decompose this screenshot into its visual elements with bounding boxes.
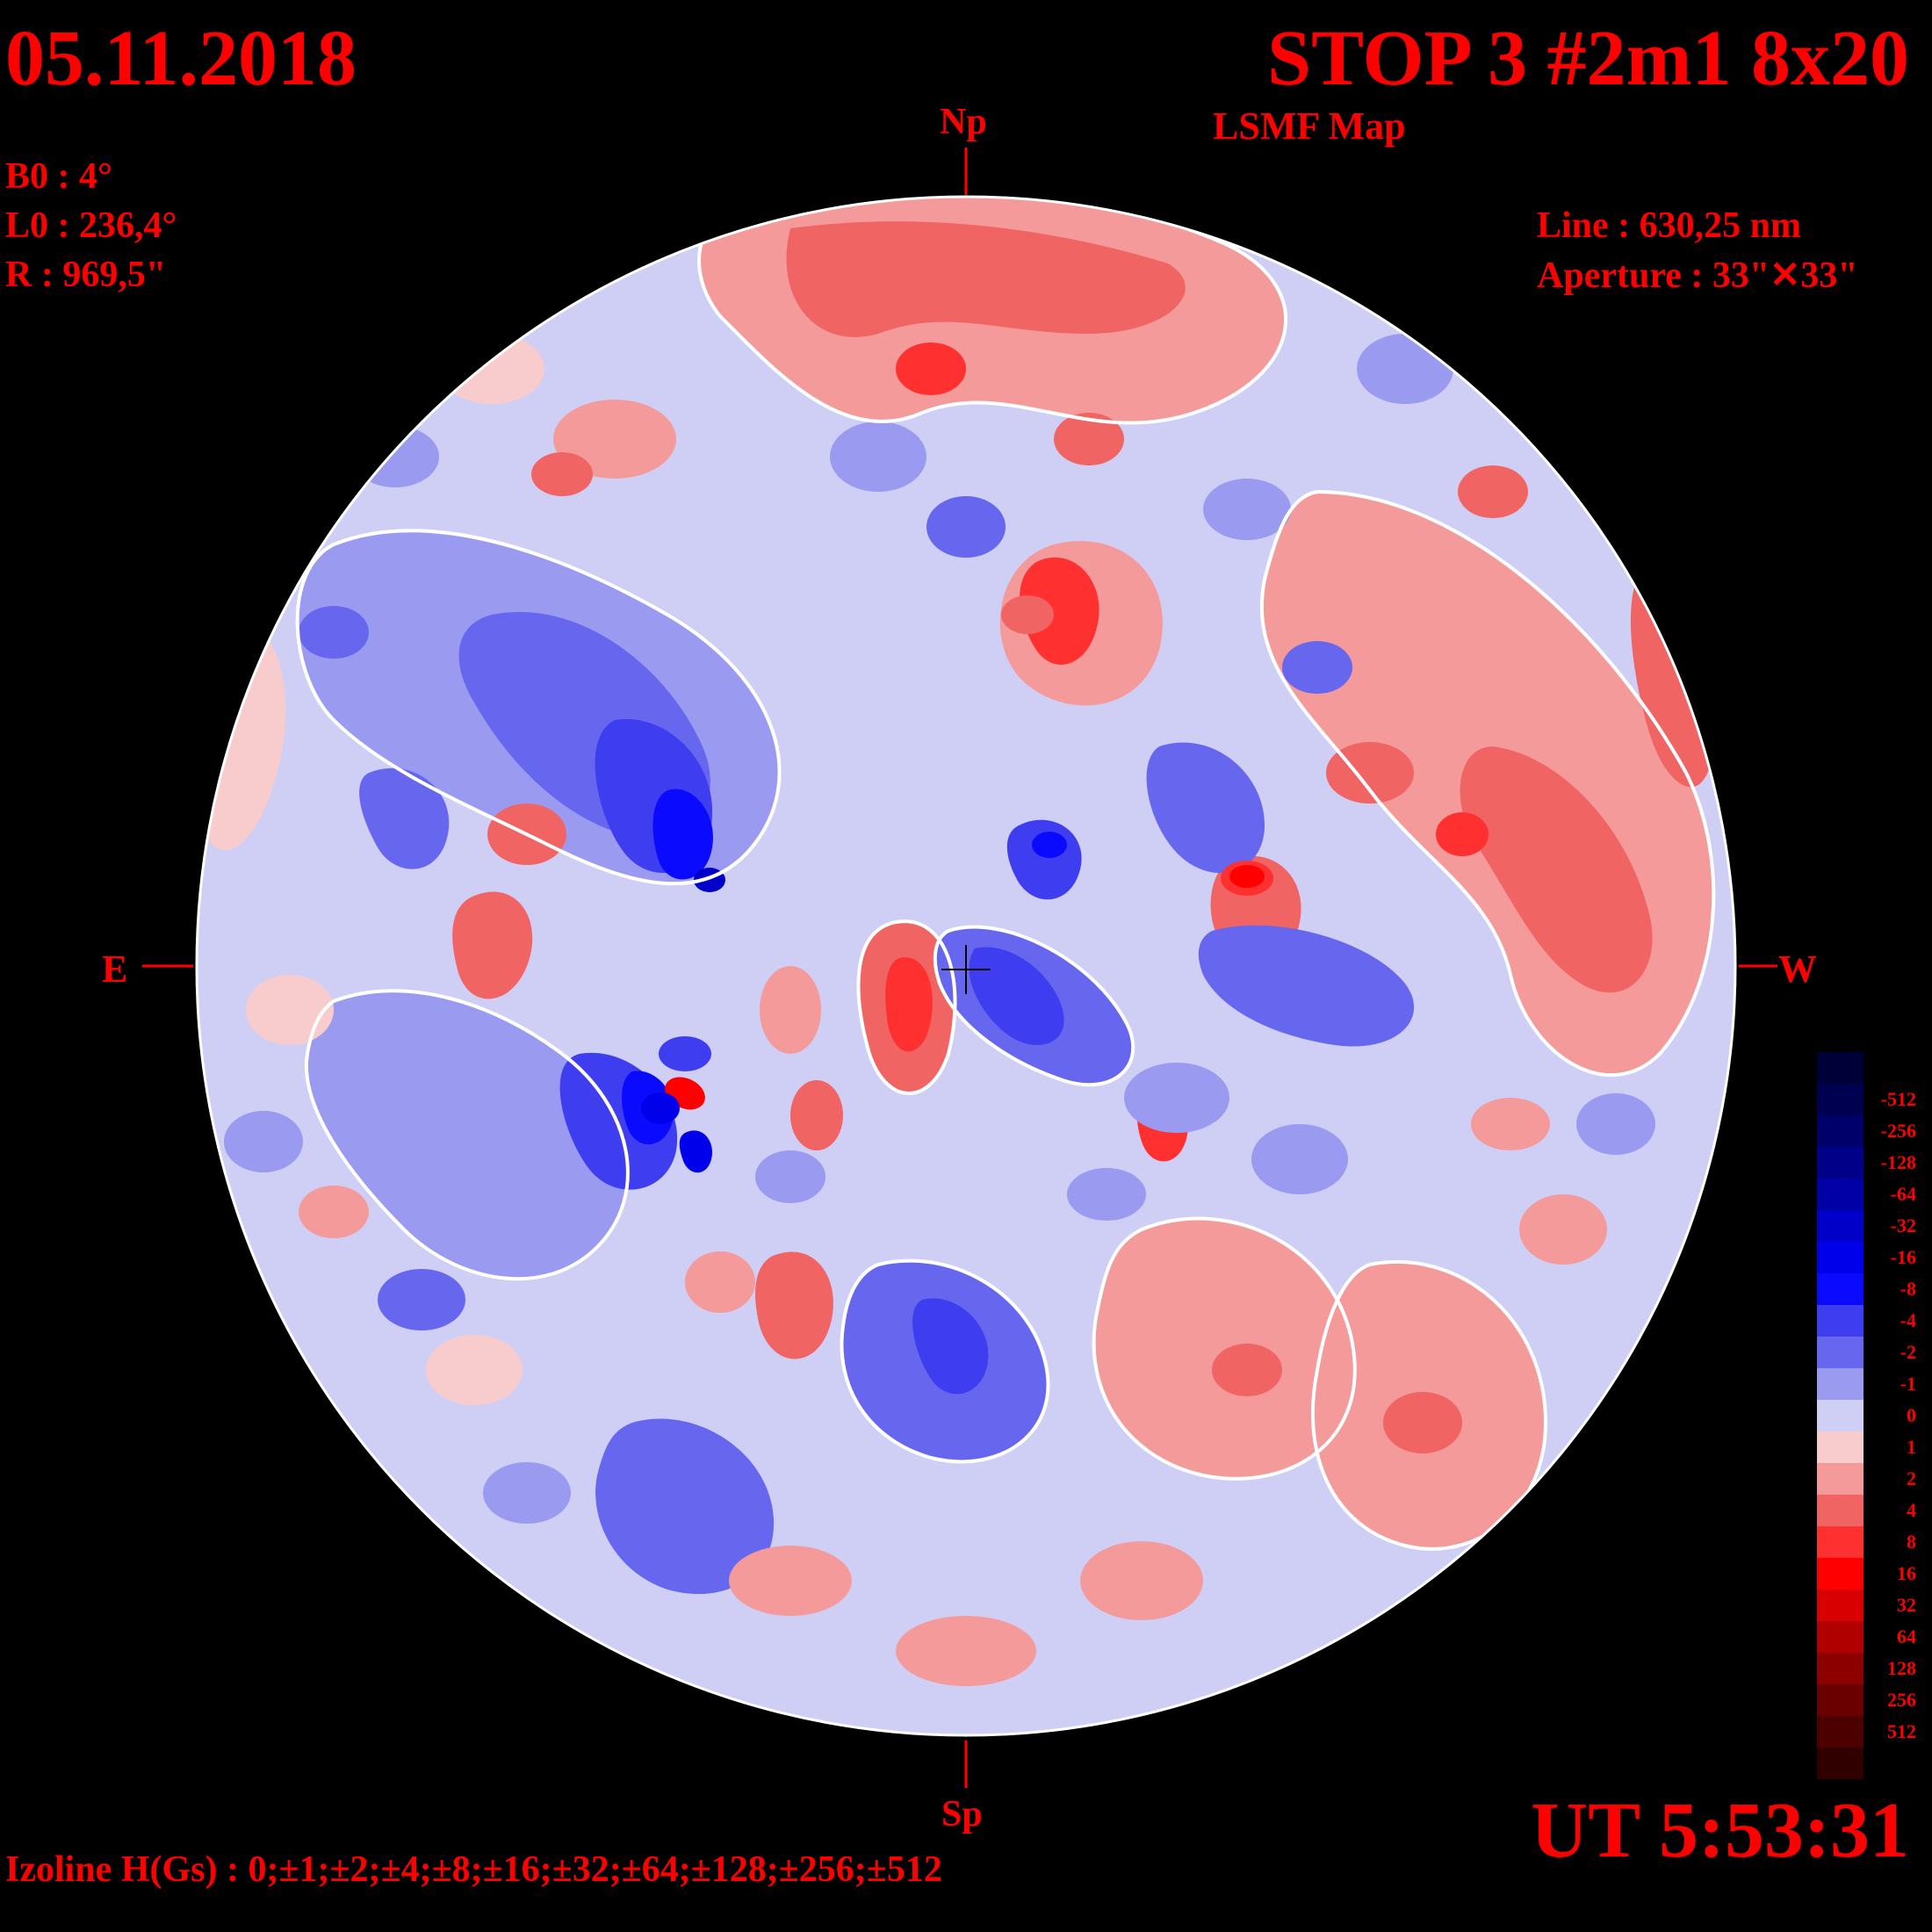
color-scale-swatch	[1817, 1748, 1864, 1779]
color-scale-label: 16	[1897, 1562, 1916, 1584]
color-scale-label: 0	[1907, 1404, 1916, 1426]
color-scale-label: -64	[1890, 1183, 1916, 1205]
color-scale-swatch	[1817, 1084, 1864, 1115]
color-scale-label: -16	[1890, 1246, 1916, 1268]
color-scale-label: 8	[1907, 1531, 1916, 1553]
isoline-levels: Izoline H(Gs) : 0;±1;±2;±4;±8;±16;±32;±6…	[5, 1849, 942, 1890]
color-scale-label: 256	[1887, 1689, 1916, 1711]
east-label: E	[102, 948, 128, 991]
north-pole-label: Np	[940, 102, 987, 142]
color-scale-label: 1	[1907, 1436, 1916, 1458]
color-scale-swatch	[1817, 1305, 1864, 1337]
color-scale-swatch	[1817, 1052, 1864, 1084]
color-scale-swatch	[1817, 1558, 1864, 1590]
color-scale-swatch	[1817, 1242, 1864, 1273]
l0-value: L0 : 236,4°	[5, 205, 177, 246]
universal-time: UT 5:53:31	[1531, 1787, 1909, 1874]
color-scale-swatch	[1817, 1716, 1864, 1748]
color-scale-swatch	[1817, 1495, 1864, 1526]
color-scale-swatch	[1817, 1400, 1864, 1431]
small-scale-cells	[224, 334, 1655, 1686]
west-label: W	[1778, 948, 1817, 991]
color-scale-label: 128	[1887, 1657, 1916, 1679]
radius-value: R : 969,5"	[5, 255, 167, 295]
color-scale-swatch	[1817, 1653, 1864, 1684]
negative-field-regions	[297, 530, 1415, 1595]
map-subtitle: LSMF Map	[1213, 105, 1406, 148]
color-scale-swatch	[1817, 1115, 1864, 1147]
color-scale-label: -128	[1880, 1151, 1916, 1173]
color-scale-swatch	[1817, 1179, 1864, 1210]
color-scale-swatch	[1817, 1368, 1864, 1400]
south-pole-label: Sp	[941, 1794, 983, 1835]
color-scale-label	[1864, 1052, 1916, 1084]
color-scale-swatch	[1817, 1337, 1864, 1368]
color-scale-label: -512	[1880, 1088, 1916, 1110]
color-scale-swatch	[1817, 1273, 1864, 1305]
map-title: STOP 3 #2m1 8x20	[1267, 15, 1909, 102]
color-scale-swatch	[1817, 1526, 1864, 1558]
color-scale-swatch	[1817, 1210, 1864, 1242]
color-scale-label: -32	[1890, 1215, 1916, 1236]
color-scale-label: -2	[1900, 1341, 1916, 1363]
color-scale-label: -8	[1900, 1278, 1916, 1300]
color-scale-label: 64	[1897, 1626, 1916, 1647]
color-scale-label: -256	[1880, 1120, 1916, 1142]
color-scale-labels: -512 -256 -128 -64 -32 -16 -8 -4 -2 -1 0 1 2 4 8 16 32 64…	[1864, 1052, 1916, 1779]
color-scale-label: 512	[1887, 1720, 1916, 1742]
b0-value: B0 : 4°	[5, 156, 112, 197]
color-scale-swatch	[1817, 1463, 1864, 1495]
color-scale-label: -4	[1900, 1309, 1916, 1331]
color-scale-swatch	[1817, 1431, 1864, 1463]
color-scale-label	[1864, 1748, 1916, 1779]
color-scale-swatch	[1817, 1621, 1864, 1653]
aperture: Aperture : 33"✕33"	[1537, 256, 1858, 296]
observation-date: 05.11.2018	[5, 15, 357, 102]
color-scale-swatch	[1817, 1147, 1864, 1179]
color-scale-label: -1	[1900, 1373, 1916, 1395]
color-scale-swatch	[1817, 1684, 1864, 1716]
spectral-line: Line : 630,25 nm	[1537, 205, 1802, 246]
disk-center-cross	[941, 945, 991, 994]
color-scale-label: 2	[1907, 1467, 1916, 1489]
color-scale-swatch	[1817, 1590, 1864, 1621]
color-scale-bar	[1817, 1052, 1864, 1779]
color-scale-label: 4	[1907, 1499, 1916, 1521]
color-scale-label: 32	[1897, 1594, 1916, 1616]
